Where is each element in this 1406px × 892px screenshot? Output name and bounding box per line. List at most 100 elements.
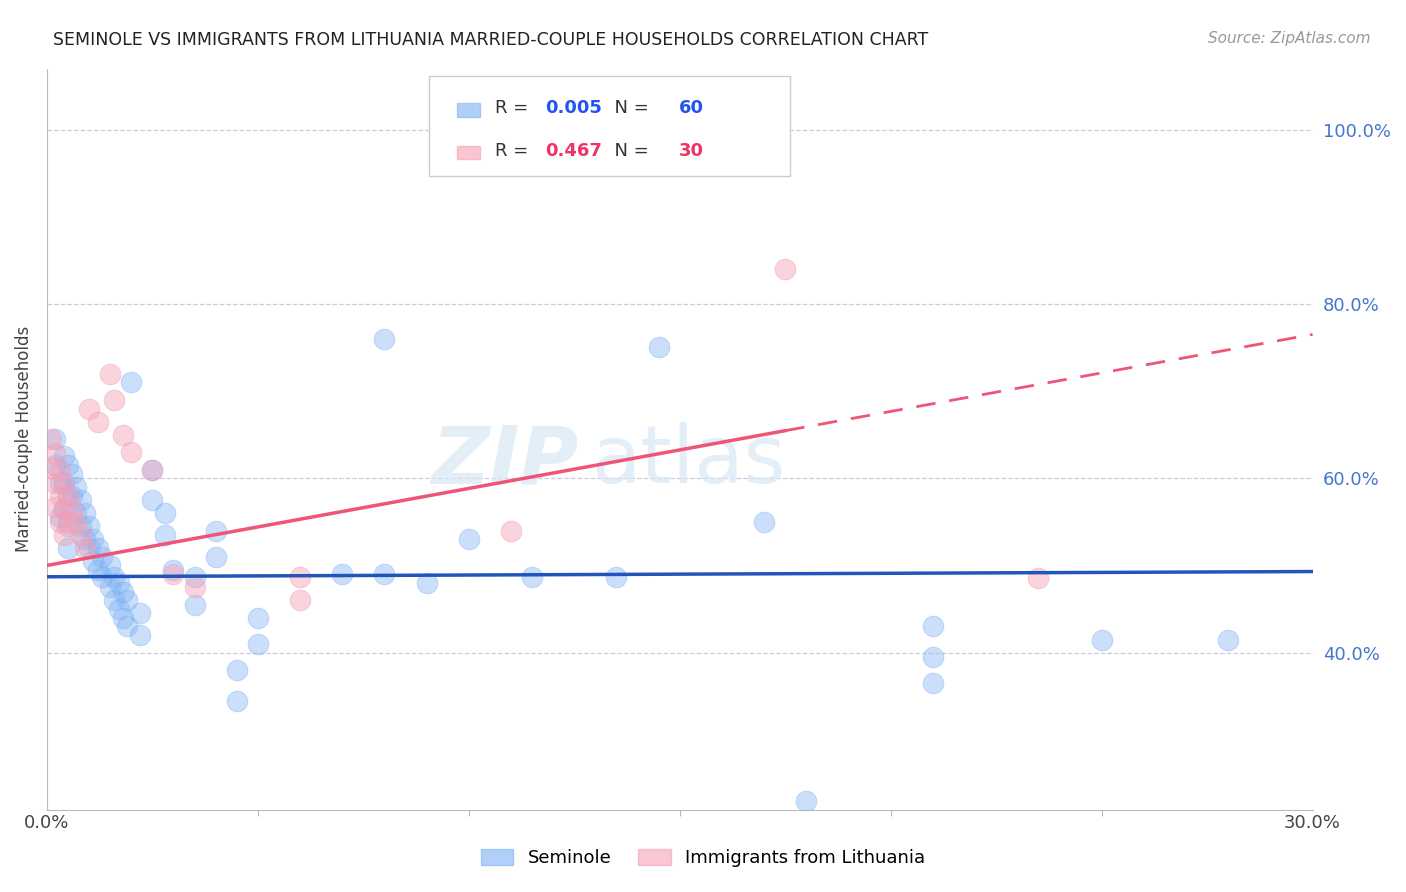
- Point: [1091, 632, 1114, 647]
- FancyBboxPatch shape: [457, 103, 479, 117]
- Point: [1028, 571, 1050, 585]
- Point: [82, 533, 104, 547]
- Point: [773, 262, 796, 277]
- Text: N =: N =: [603, 99, 654, 118]
- Point: [77, 519, 100, 533]
- Point: [330, 567, 353, 582]
- Point: [82, 554, 104, 568]
- Y-axis label: Married-couple Households: Married-couple Households: [15, 326, 32, 552]
- Point: [39, 460, 62, 475]
- Legend: Seminole, Immigrants from Lithuania: Seminole, Immigrants from Lithuania: [471, 839, 935, 876]
- Point: [86, 415, 108, 429]
- Point: [103, 570, 125, 584]
- Point: [183, 570, 205, 584]
- Point: [183, 598, 205, 612]
- Point: [520, 570, 543, 584]
- Point: [1218, 632, 1240, 647]
- Point: [204, 549, 226, 564]
- Point: [288, 593, 311, 607]
- Point: [183, 580, 205, 594]
- Point: [56, 489, 79, 503]
- Point: [120, 376, 142, 390]
- Point: [60, 501, 83, 516]
- Point: [225, 663, 247, 677]
- Point: [48, 489, 70, 503]
- Point: [98, 558, 121, 573]
- Point: [56, 519, 79, 533]
- Point: [52, 501, 75, 516]
- Point: [56, 458, 79, 473]
- Point: [90, 549, 112, 564]
- Point: [86, 541, 108, 555]
- Point: [921, 650, 943, 665]
- Point: [115, 593, 138, 607]
- FancyBboxPatch shape: [457, 145, 479, 159]
- Point: [107, 575, 129, 590]
- Text: R =: R =: [495, 99, 534, 118]
- Point: [48, 462, 70, 476]
- Point: [77, 541, 100, 555]
- Point: [65, 480, 87, 494]
- Point: [111, 611, 134, 625]
- Text: 0.467: 0.467: [546, 142, 602, 160]
- Point: [73, 533, 96, 547]
- Point: [44, 447, 66, 461]
- Point: [65, 515, 87, 529]
- Point: [921, 619, 943, 633]
- Point: [115, 619, 138, 633]
- Point: [52, 501, 75, 516]
- Text: R =: R =: [495, 142, 534, 160]
- Point: [39, 432, 62, 446]
- Point: [120, 445, 142, 459]
- Point: [60, 467, 83, 481]
- Point: [52, 475, 75, 490]
- Point: [246, 611, 269, 625]
- Text: 30: 30: [679, 142, 703, 160]
- Text: SEMINOLE VS IMMIGRANTS FROM LITHUANIA MARRIED-COUPLE HOUSEHOLDS CORRELATION CHAR: SEMINOLE VS IMMIGRANTS FROM LITHUANIA MA…: [53, 31, 929, 49]
- Point: [90, 570, 112, 584]
- Point: [103, 392, 125, 407]
- Point: [499, 524, 522, 538]
- Point: [153, 528, 176, 542]
- Point: [128, 607, 150, 621]
- Point: [44, 475, 66, 490]
- Point: [48, 475, 70, 490]
- Point: [457, 533, 479, 547]
- Point: [52, 475, 75, 490]
- Point: [44, 500, 66, 514]
- Point: [103, 593, 125, 607]
- Point: [225, 693, 247, 707]
- Point: [605, 570, 627, 584]
- FancyBboxPatch shape: [429, 76, 790, 176]
- Text: atlas: atlas: [591, 422, 786, 500]
- Point: [73, 506, 96, 520]
- Point: [373, 332, 395, 346]
- Point: [288, 570, 311, 584]
- Point: [128, 628, 150, 642]
- Point: [98, 580, 121, 594]
- Point: [69, 493, 91, 508]
- Text: 60: 60: [679, 99, 703, 118]
- Point: [69, 519, 91, 533]
- Point: [111, 427, 134, 442]
- Point: [204, 524, 226, 538]
- Point: [921, 676, 943, 690]
- Point: [65, 506, 87, 520]
- Point: [107, 602, 129, 616]
- Point: [56, 515, 79, 529]
- Point: [141, 462, 163, 476]
- Point: [69, 528, 91, 542]
- Point: [415, 575, 437, 590]
- Point: [44, 458, 66, 473]
- Point: [60, 489, 83, 503]
- Point: [44, 432, 66, 446]
- Text: ZIP: ZIP: [432, 422, 578, 500]
- Point: [141, 462, 163, 476]
- Point: [73, 541, 96, 555]
- Point: [48, 515, 70, 529]
- Point: [86, 563, 108, 577]
- Point: [77, 401, 100, 416]
- Text: 0.005: 0.005: [546, 99, 602, 118]
- Point: [98, 367, 121, 381]
- Point: [752, 515, 775, 529]
